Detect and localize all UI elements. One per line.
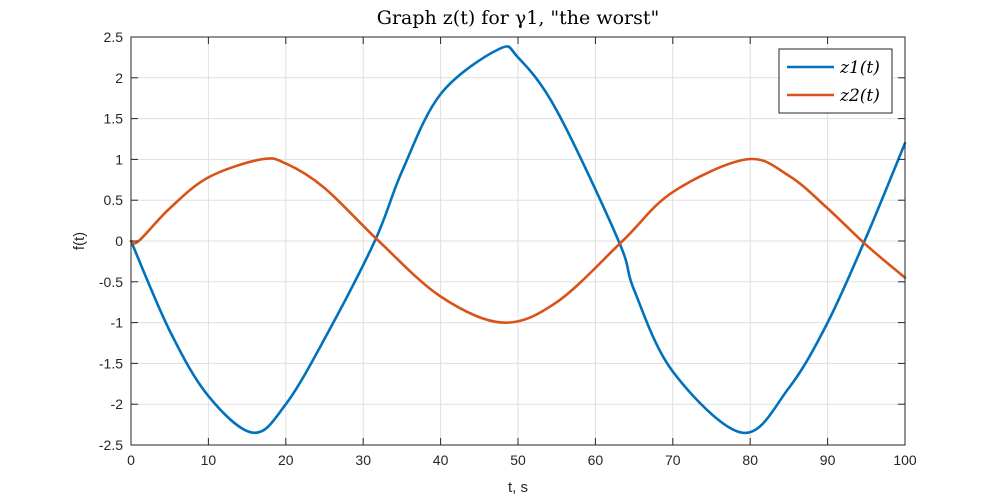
y-tick-label: -2.5 xyxy=(99,437,123,453)
x-tick-label: 70 xyxy=(665,452,681,468)
series-line-1 xyxy=(129,45,907,435)
y-tick-label: 1.5 xyxy=(104,111,124,127)
y-tick-label: -1.5 xyxy=(99,355,123,371)
y-tick-label: 0.5 xyxy=(104,192,124,208)
x-tick-label: 30 xyxy=(355,452,371,468)
x-tick-label: 10 xyxy=(201,452,217,468)
series-layer xyxy=(129,45,907,435)
x-axis-label: t, s xyxy=(508,479,528,496)
x-tick-label: 100 xyxy=(893,452,917,468)
y-tick-label: -2 xyxy=(111,396,124,412)
series-line-2 xyxy=(129,157,907,324)
x-tick-label: 50 xyxy=(510,452,526,468)
y-tick-label: 1 xyxy=(115,151,123,167)
x-tick-label: 0 xyxy=(127,452,135,468)
legend-label-z2: z2(t) xyxy=(839,86,880,106)
x-tick-label: 40 xyxy=(433,452,449,468)
y-tick-label: 2 xyxy=(115,70,123,86)
y-tick-label: -1 xyxy=(111,315,124,331)
y-axis-label: f(t) xyxy=(71,232,88,250)
legend-label-z1: z1(t) xyxy=(839,58,880,78)
legend: z1(t) z2(t) xyxy=(778,48,893,114)
y-tick-label: 0 xyxy=(115,233,123,249)
x-tick-label: 20 xyxy=(278,452,294,468)
y-tick-label: -0.5 xyxy=(99,274,123,290)
chart-title: Graph z(t) for γ1, "the worst" xyxy=(377,7,659,29)
x-tick-label: 60 xyxy=(588,452,604,468)
y-tick-label: 2.5 xyxy=(104,29,124,45)
x-tick-label: 80 xyxy=(742,452,758,468)
x-tick-label: 90 xyxy=(820,452,836,468)
legend-box xyxy=(778,48,893,114)
ticks: 0 10 20 30 40 50 60 70 80 90 100 2.5 2 1.5 1 0.5 0 -0.5 -1… xyxy=(99,29,917,468)
